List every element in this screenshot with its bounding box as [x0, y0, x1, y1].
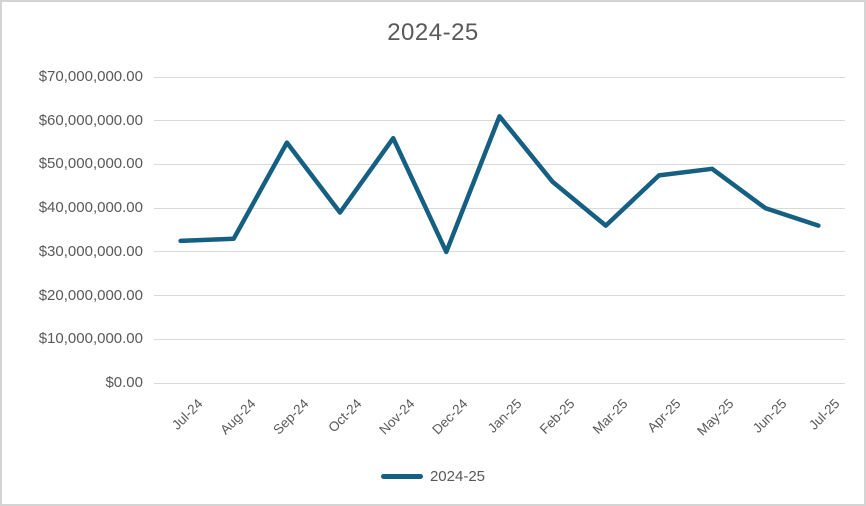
y-gridline — [154, 338, 845, 340]
legend-label: 2024-25 — [429, 468, 486, 485]
y-axis-tick-label: $10,000,000.00 — [38, 330, 143, 348]
y-axis-tick-label: $40,000,000.00 — [38, 199, 143, 217]
y-gridline — [154, 76, 845, 78]
series-layer — [178, 114, 821, 255]
y-axis-tick-label: $70,000,000.00 — [38, 68, 143, 85]
y-axis-tick-label: $30,000,000.00 — [38, 242, 143, 260]
y-gridline — [154, 295, 845, 297]
y-gridline — [154, 382, 845, 384]
legend-line-swatch — [380, 474, 423, 479]
y-axis-tick-label: $0.00 — [105, 374, 143, 391]
y-gridline — [154, 163, 845, 165]
y-axis-tick-label: $50,000,000.00 — [38, 155, 143, 173]
y-gridline — [154, 207, 845, 209]
y-axis-tick-label: $20,000,000.00 — [38, 286, 143, 304]
y-gridline — [154, 251, 845, 253]
chart-title: 2024-25 — [387, 19, 479, 46]
legend: 2024-25 — [2, 468, 864, 485]
y-axis-tick-label: $60,000,000.00 — [38, 111, 143, 129]
series-line-2024-25 — [178, 114, 821, 255]
